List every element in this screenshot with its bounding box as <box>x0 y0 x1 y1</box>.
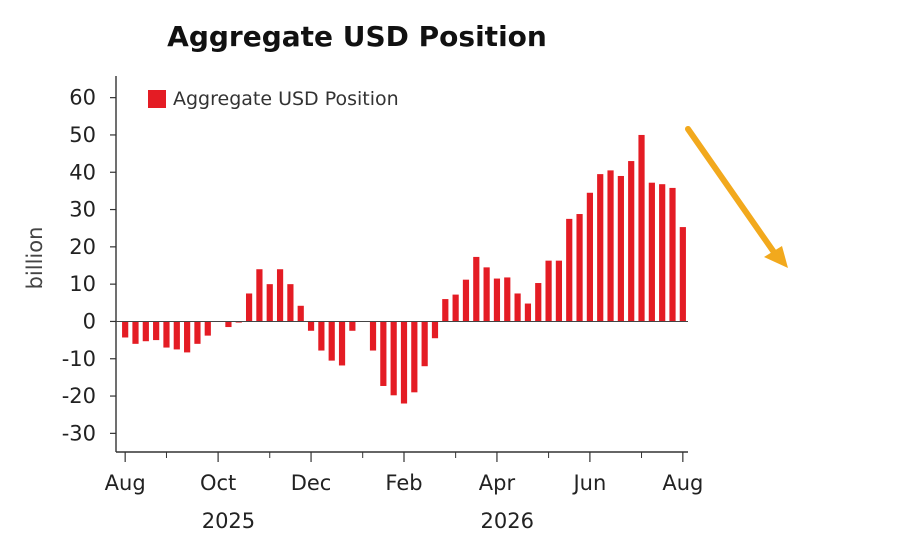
x-tick-label: Jun <box>571 471 606 495</box>
bar <box>504 277 511 322</box>
y-tick-label: -20 <box>62 384 96 408</box>
bar <box>607 170 614 322</box>
bar <box>297 305 304 322</box>
bar <box>349 321 356 331</box>
bar <box>369 321 377 351</box>
bar <box>287 284 294 322</box>
y-tick-label: 10 <box>69 272 96 296</box>
bar <box>576 214 583 322</box>
y-tick-label: 0 <box>83 309 96 333</box>
bar <box>514 293 521 322</box>
bar <box>555 260 563 322</box>
y-tick-label: -10 <box>62 347 96 371</box>
bar <box>390 321 397 396</box>
bar <box>122 321 129 338</box>
axes <box>115 76 688 453</box>
x-tick-label: Apr <box>479 471 516 495</box>
legend-swatch <box>148 90 166 108</box>
bar <box>204 321 211 336</box>
bar <box>276 269 284 322</box>
bar <box>483 267 490 322</box>
bar <box>659 184 666 322</box>
bar <box>380 321 387 386</box>
bar <box>142 321 149 342</box>
arrow-head <box>764 246 788 268</box>
bar <box>617 175 624 322</box>
bar <box>473 256 480 322</box>
legend: Aggregate USD Position <box>148 88 399 110</box>
bar <box>638 134 645 322</box>
bar <box>256 269 263 322</box>
bar <box>535 283 542 322</box>
bar <box>338 321 346 366</box>
x-year-label: 2026 <box>481 509 534 533</box>
bar <box>411 321 418 393</box>
bar <box>307 321 315 331</box>
bar <box>421 321 428 367</box>
bar <box>679 227 686 322</box>
y-axis-label: billion <box>23 227 47 290</box>
bar <box>245 293 253 322</box>
y-axis-ticks: 60 50 40 30 20 10 0 -10 -20 -30 <box>62 86 116 445</box>
bar <box>597 174 604 322</box>
trend-arrow-icon <box>685 126 788 268</box>
bar <box>442 299 449 322</box>
x-tick-label: Aug <box>105 471 146 495</box>
bar <box>318 321 325 351</box>
x-tick-label: Feb <box>385 471 422 495</box>
x-tick-label: Oct <box>200 471 236 495</box>
bar <box>566 218 573 322</box>
y-tick-label: -30 <box>62 421 96 445</box>
bar <box>328 321 335 361</box>
chart-title: Aggregate USD Position <box>167 20 547 53</box>
y-tick-label: 40 <box>69 160 96 184</box>
bar <box>400 321 408 404</box>
bar <box>452 294 459 322</box>
bar <box>586 192 593 322</box>
bar <box>163 321 170 348</box>
bar <box>132 321 139 344</box>
arrow-shaft <box>685 126 781 261</box>
bar <box>462 279 470 322</box>
bar <box>628 161 635 322</box>
bar <box>194 321 201 344</box>
bar <box>235 321 242 323</box>
x-year-label: 2025 <box>202 509 255 533</box>
y-tick-label: 50 <box>69 123 96 147</box>
bar <box>153 321 160 341</box>
legend-label: Aggregate USD Position <box>173 88 399 110</box>
bar <box>648 182 655 322</box>
bar <box>266 284 273 322</box>
bar <box>669 187 676 322</box>
y-tick-label: 60 <box>69 86 96 110</box>
x-tick-label: Aug <box>662 471 703 495</box>
y-tick-label: 30 <box>69 198 96 222</box>
x-axis-ticks: Aug Oct Dec Feb Apr Jun Aug 2025 2026 <box>105 452 703 533</box>
bar <box>184 321 191 353</box>
bar <box>225 321 232 328</box>
bar <box>493 278 501 322</box>
bar <box>545 260 552 322</box>
bar <box>524 303 532 322</box>
y-tick-label: 20 <box>69 235 96 259</box>
x-tick-label: Dec <box>291 471 332 495</box>
bar <box>173 321 180 350</box>
bars <box>122 134 686 404</box>
bar <box>431 321 439 339</box>
